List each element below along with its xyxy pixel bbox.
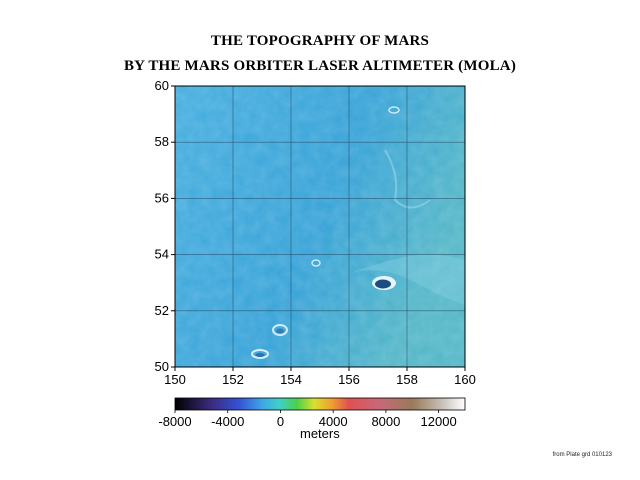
- x-tick-label: 160: [454, 372, 476, 387]
- large-crater: [372, 276, 396, 290]
- y-tick-label: 50: [155, 359, 169, 374]
- map-subtitle: BY THE MARS ORBITER LASER ALTIMETER (MOL…: [123, 58, 517, 74]
- map-frame: [174, 85, 466, 368]
- surface-features: [251, 106, 465, 359]
- colorbar-tick-label: 4000: [319, 414, 348, 429]
- colorbar-tick-label: 8000: [371, 414, 400, 429]
- colorbar-gradient: [174, 397, 466, 411]
- colorbar: -8000 -4000 0 4000 8000 12000: [158, 397, 466, 429]
- colorbar-tick-label: 0: [277, 414, 284, 429]
- latitude-axis: 50 52 54 56 58 60: [155, 78, 175, 374]
- x-tick-label: 154: [280, 372, 302, 387]
- colorbar-tick-label: 12000: [421, 414, 457, 429]
- small-crater-1: [272, 324, 288, 336]
- y-tick-label: 52: [155, 303, 169, 318]
- map-title: THE TOPOGRAPHY OF MARS: [210, 33, 430, 49]
- small-crater-3: [388, 106, 400, 114]
- y-tick-label: 54: [155, 247, 169, 262]
- x-tick-label: 156: [338, 372, 360, 387]
- x-tick-label: 152: [222, 372, 244, 387]
- y-tick-label: 56: [155, 190, 169, 205]
- x-tick-label: 158: [396, 372, 418, 387]
- small-crater-2: [251, 349, 269, 359]
- colorbar-units-label: meters: [300, 426, 340, 441]
- colorbar-tick-label: -4000: [211, 414, 244, 429]
- colorbar-tick-label: -8000: [158, 414, 191, 429]
- colorbar-axis: -8000 -4000 0 4000 8000 12000: [158, 410, 457, 429]
- credit-text: from Plate grd 010123: [552, 452, 612, 458]
- x-tick-label: 150: [164, 372, 186, 387]
- map-panel: [174, 85, 466, 368]
- y-tick-label: 58: [155, 134, 169, 149]
- surface-texture: [175, 86, 465, 367]
- longitude-axis: 150 152 154 156 158 160: [164, 367, 476, 387]
- y-tick-label: 60: [155, 78, 169, 93]
- small-crater-4: [311, 259, 321, 267]
